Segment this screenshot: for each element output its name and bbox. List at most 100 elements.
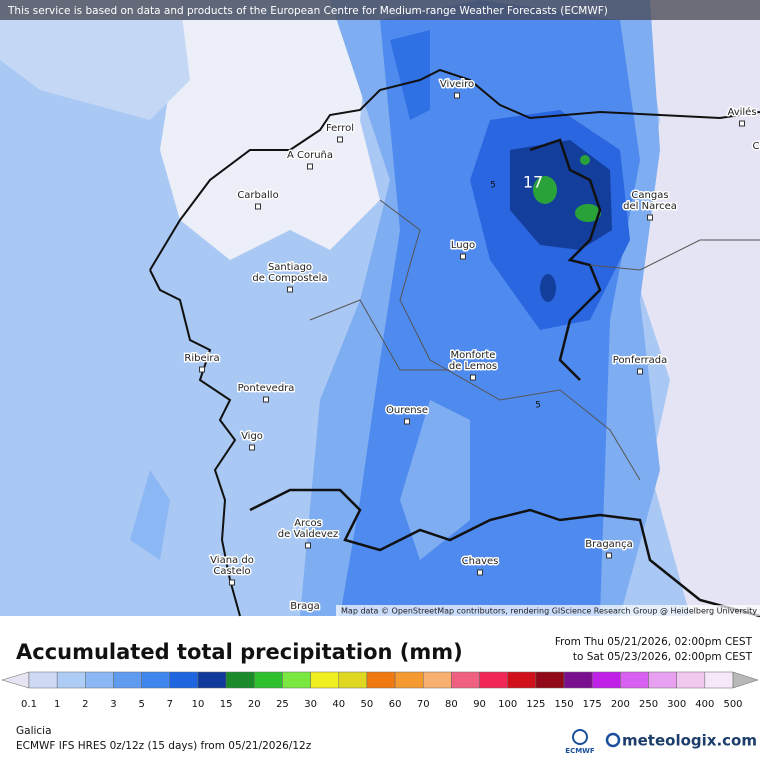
legend-level: 25 — [276, 699, 289, 710]
attribution-bg — [336, 605, 760, 616]
region: Galicia — [16, 725, 52, 737]
legend-level: 60 — [389, 699, 402, 710]
legend-level: 250 — [639, 699, 658, 710]
legend-level: 30 — [304, 699, 317, 710]
legend-level: 20 — [248, 699, 261, 710]
banner-bg — [0, 0, 760, 20]
place-marker — [470, 374, 476, 381]
place-line: Avilés — [727, 106, 756, 118]
place-label: Avilés — [727, 106, 756, 118]
place-line: de Valdevez — [278, 529, 338, 540]
legend-level: 50 — [361, 699, 374, 710]
legend-level: 300 — [667, 699, 686, 710]
contour-label: 5 — [535, 401, 541, 411]
place-marker — [606, 552, 612, 559]
place-label: Ponferrada — [613, 355, 667, 366]
place-label: Vigo — [241, 431, 263, 442]
place-line: Lugo — [451, 240, 475, 251]
place-line: de Compostela — [252, 273, 327, 284]
place-marker — [739, 120, 745, 127]
legend-swatch — [28, 671, 58, 689]
place-label: C — [753, 141, 760, 152]
contour-label: 5 — [490, 181, 496, 191]
place-label: Viana do Castelo — [210, 555, 254, 577]
place-line: de Lemos — [449, 361, 497, 372]
place-label: Viveiro — [440, 79, 474, 90]
legend-swatch — [648, 671, 677, 689]
place-line: Cangas — [631, 190, 668, 201]
place-label: Lugo — [451, 240, 475, 251]
legend-swatch — [366, 671, 396, 689]
legend-swatch — [704, 671, 734, 689]
legend-swatch — [113, 671, 142, 689]
legend-level: 400 — [695, 699, 714, 710]
place-line: Viveiro — [440, 79, 474, 90]
legend-swatch — [394, 671, 424, 689]
place-label: Ribeira — [184, 353, 219, 364]
place-line: Monforte — [451, 350, 496, 361]
legend-title: Accumulated total precipitation (mm) — [16, 640, 463, 664]
place-marker — [263, 396, 269, 403]
place-line: C — [753, 141, 760, 152]
legend-level: 15 — [220, 699, 233, 710]
banner-text: This service is based on data and produc… — [7, 5, 608, 17]
place-label: Pontevedra — [238, 383, 295, 394]
place-label: Ferrol — [326, 123, 354, 134]
ecmwf-text: ECMWF — [565, 747, 595, 755]
legend-swatch — [507, 671, 537, 689]
legend-level: 5 — [138, 699, 144, 710]
legend-swatch — [254, 671, 283, 689]
place-marker — [477, 569, 483, 576]
legend-level: 500 — [723, 699, 742, 710]
legend-swatch — [141, 671, 171, 689]
place-label: Braga — [290, 601, 320, 612]
place-label: Cangas del Narcea — [623, 190, 677, 212]
legend-swatch — [620, 671, 649, 689]
place-marker — [337, 136, 343, 143]
place-label: Arcos de Valdevez — [278, 518, 338, 540]
legend-level: 100 — [498, 699, 517, 710]
brand-text: meteologix.com — [622, 732, 757, 750]
place-label: Monforte de Lemos — [449, 350, 497, 372]
place-line: Vigo — [241, 431, 263, 442]
legend-swatch — [197, 671, 227, 689]
legend-swatch — [56, 671, 86, 689]
place-marker — [287, 286, 293, 293]
legend-level: 200 — [611, 699, 630, 710]
legend-swatch — [451, 671, 480, 689]
place-line: Santiago — [268, 262, 312, 273]
brand-logo — [605, 732, 621, 748]
place-label: Santiago de Compostela — [252, 262, 327, 284]
legend-level: 70 — [417, 699, 430, 710]
place-label: Carballo — [237, 190, 278, 201]
contour-label: 17 — [523, 173, 543, 192]
place-line: Arcos — [294, 518, 322, 529]
place-line: Braga — [290, 601, 320, 612]
place-marker — [307, 163, 313, 170]
legend-level: 90 — [473, 699, 486, 710]
legend-level: 10 — [192, 699, 205, 710]
place-line: Castelo — [213, 566, 250, 577]
legend-swatch — [479, 671, 508, 689]
place-label: Bragança — [585, 539, 633, 550]
ecmwf-logo — [572, 729, 588, 745]
legend-level: 125 — [526, 699, 545, 710]
legend-swatch — [676, 671, 706, 689]
legend-level: 2 — [82, 699, 88, 710]
place-line: Ourense — [386, 405, 428, 416]
legend-level: 150 — [554, 699, 573, 710]
place-label: Ourense — [386, 405, 428, 416]
place-marker — [229, 579, 235, 586]
place-line: del Narcea — [623, 201, 677, 212]
place-marker — [404, 418, 410, 425]
place-line: Carballo — [237, 190, 278, 201]
place-line: A Coruña — [287, 150, 333, 161]
legend-swatch — [338, 671, 368, 689]
legend-swatch — [225, 671, 255, 689]
legend-level: 1 — [54, 699, 60, 710]
legend-swatch — [310, 671, 340, 689]
legend-level: 0.1 — [21, 699, 37, 710]
place-line: Ribeira — [184, 353, 219, 364]
